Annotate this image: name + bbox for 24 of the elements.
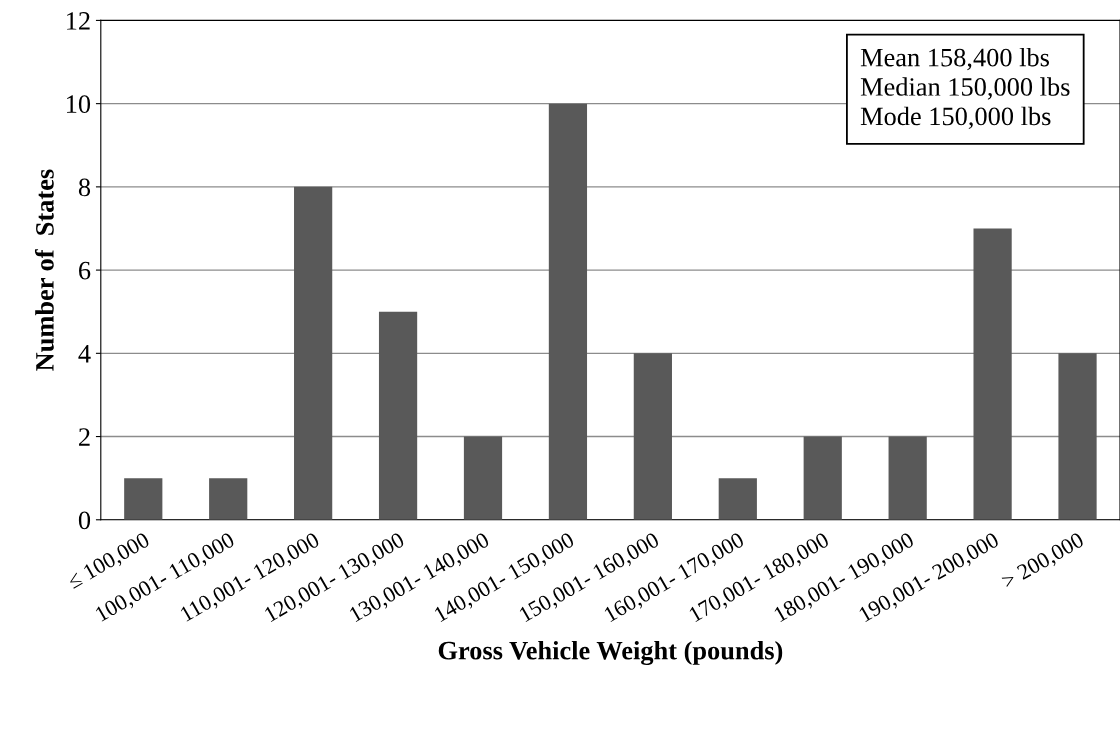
bar: [1058, 353, 1097, 520]
y-tick-label: 6: [79, 261, 91, 280]
y-tick-label: 0: [78, 511, 91, 530]
bar: [633, 353, 672, 520]
bar: [124, 478, 163, 520]
y-tick-label: 4: [78, 345, 91, 363]
annotation: Mean 158,400 lbs: [860, 47, 1049, 71]
bar: [548, 103, 588, 520]
bar: [463, 436, 503, 520]
bar: [294, 186, 333, 520]
y-tick-label: 10: [67, 95, 91, 114]
annotation: Median 150,000 lbs: [860, 77, 1070, 100]
y-tick-label: 2: [79, 428, 90, 446]
bar: [378, 311, 418, 520]
annotation: Mode 150,000 lbs: [860, 106, 1051, 130]
x-axis-title: Gross Vehicle Weight (pounds): [438, 640, 783, 666]
y-tick-label: 12: [67, 12, 90, 30]
bar: [718, 478, 757, 520]
bar: [803, 436, 842, 520]
bar: [888, 436, 927, 520]
y-axis-title: Number of States: [34, 169, 54, 371]
bar: [209, 478, 248, 520]
y-tick-label: 8: [78, 178, 91, 197]
bar: [973, 228, 1012, 520]
